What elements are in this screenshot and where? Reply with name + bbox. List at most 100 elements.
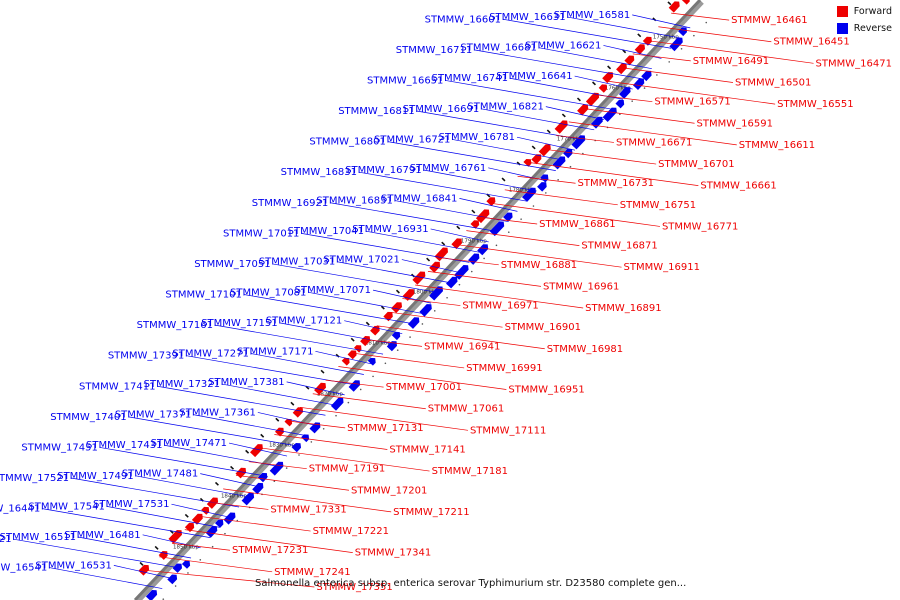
label-leader [430,228,489,243]
feature-mark [456,225,461,230]
label-leader [491,203,661,227]
reverse-gene [468,253,480,265]
gene-label: STMMW_17371 [115,410,191,421]
tick-dot [446,296,448,299]
scale-tick-label: 1820 kbp [317,391,343,397]
label-leader [516,136,576,151]
tick-dot [372,375,374,378]
gene-label: STMMW_16481 [64,530,140,541]
forward-gene [434,247,448,262]
reverse-gene [563,148,573,159]
feature-mark [395,289,400,294]
forward-gene [341,357,350,366]
feature-mark [260,433,265,438]
reverse-gene [241,492,255,506]
scale-tick-label: 1790 kbp [461,239,487,245]
label-leader [574,75,633,90]
gene-label: STMMW_16841 [381,193,457,204]
label-leader [159,556,273,573]
tick-dot [705,21,708,24]
forward-gene [412,271,426,285]
gene-label: STMMW_16801 [309,137,385,148]
gene-label: STMMW_16451 [773,37,849,48]
tick-dot [224,532,226,535]
forward-gene [250,444,263,458]
tick-dot [310,441,313,443]
label-leader [13,538,182,569]
label-leader [376,325,545,350]
tick-dot [273,480,276,483]
feature-mark [275,417,280,422]
gene-label: STMMW_16591 [697,118,773,129]
forward-gene [585,92,600,107]
gene-label: STMMW_17351 [316,582,392,593]
feature-mark [230,465,235,470]
label-leader [99,447,268,477]
forward-gene [354,345,362,353]
label-leader [440,257,499,266]
gene-label: STMMW_16631 [489,12,565,23]
label-leader [42,508,211,538]
feature-mark [441,241,446,246]
feature-mark [607,65,612,70]
reverse-gene [269,461,284,476]
forward-gene [598,84,608,93]
gene-label: STMMW_16701 [658,159,734,170]
tick-dot [483,257,485,260]
label-leader [330,202,499,233]
forward-gene [201,506,210,515]
gene-label: STMMW_17271 [172,348,248,359]
gene-label: STMMW_17021 [323,255,399,266]
legend: Forward Reverse [836,6,892,40]
gene-label: STMMW_17051 [194,259,270,270]
label-leader [545,106,604,120]
tick-dot [532,205,535,207]
label-leader [543,148,657,165]
tick-dot [409,336,411,338]
gene-label: STMMW_17471 [151,438,227,449]
gene-label: STMMW_17131 [347,423,423,434]
forward-gene [554,120,568,134]
label-leader [337,261,451,284]
feature-mark [245,449,250,454]
label-leader [250,353,364,375]
label-leader [200,473,259,487]
label-leader [502,18,672,49]
tick-dot [470,270,473,273]
gene-label: STMMW_16671 [616,137,692,148]
forward-gene [470,220,480,229]
gene-label: STMMW_16831 [281,167,357,178]
label-leader [286,381,345,396]
label-leader [517,175,576,184]
gene-label: STMMW_17041 [288,226,364,237]
forward-gene [681,0,690,5]
tick-dot [680,47,683,50]
label-leader [365,230,480,253]
reverse-gene [615,99,625,109]
label-leader [594,94,653,103]
forward-gene [314,382,326,395]
reverse-gene [309,422,321,434]
label-leader [221,383,336,406]
gene-label: STMMW_16811 [338,106,414,117]
reverse-gene [223,512,236,525]
gene-label: STMMW_16571 [654,97,730,108]
tick-dot [335,414,337,417]
gene-label: STMMW_17331 [270,504,346,515]
label-leader [135,475,249,498]
reverse-gene [407,317,420,329]
reverse-gene [252,482,264,495]
legend-forward-label: Forward [853,6,892,17]
gene-label: STMMW_16461 [731,15,807,26]
tick-dot [507,231,510,234]
gene-label: STMMW_17521 [0,473,69,484]
tick-dot [668,61,671,63]
forward-gene [360,336,371,347]
label-leader [427,271,542,287]
gene-label: STMMW_17361 [179,407,255,418]
gene-label: STMMW_17161 [137,320,213,331]
reverse-gene [419,304,432,317]
label-leader [301,233,470,263]
feature-mark [592,81,597,86]
gene-label: STMMW_16851 [316,196,392,207]
